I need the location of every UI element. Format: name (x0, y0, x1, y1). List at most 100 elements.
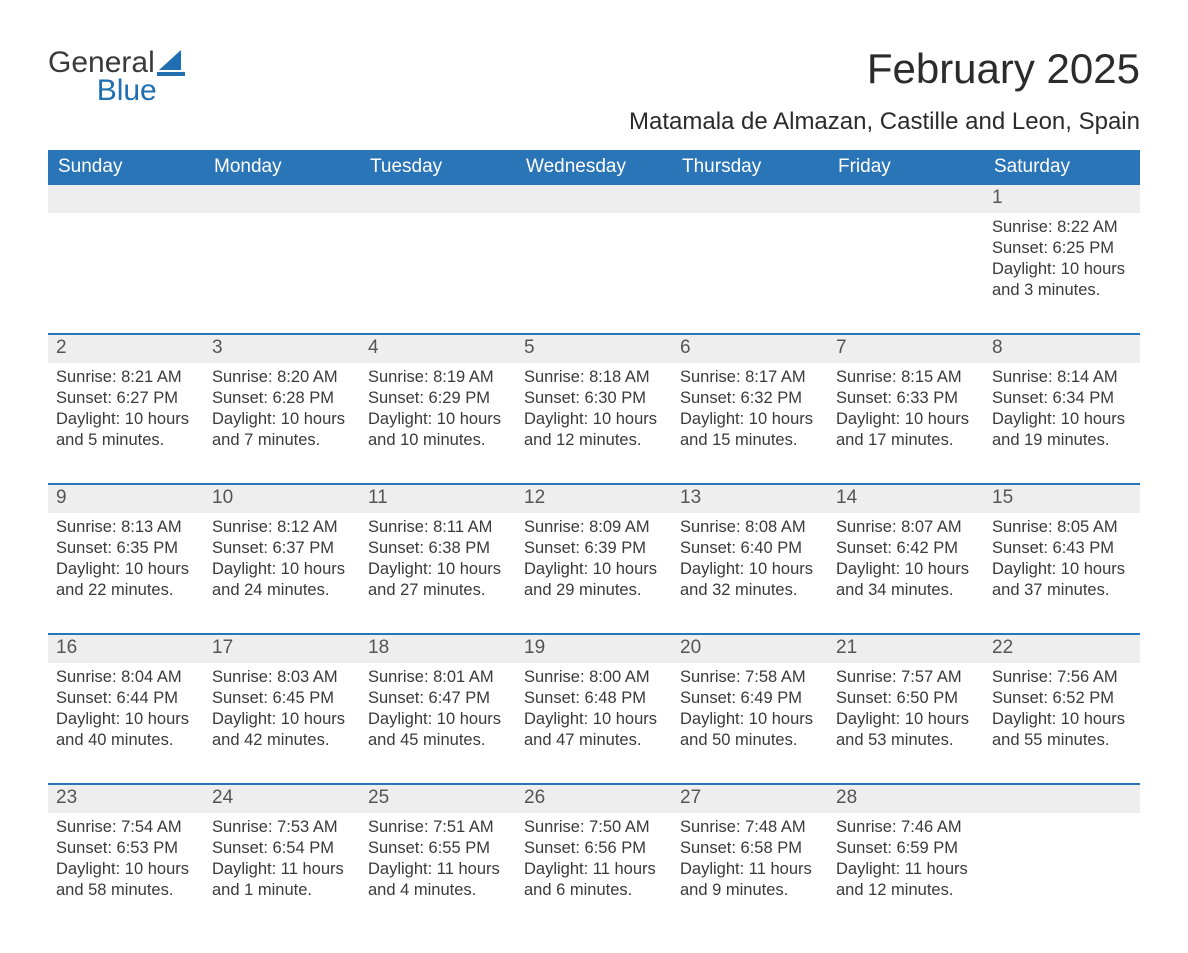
day-cell: 18Sunrise: 8:01 AMSunset: 6:47 PMDayligh… (360, 635, 516, 763)
day-cell (360, 185, 516, 313)
day-number: 13 (672, 485, 828, 513)
sunrise-text: Sunrise: 7:50 AM (524, 817, 664, 838)
sunset-text: Sunset: 6:59 PM (836, 838, 976, 859)
day-number: 27 (672, 785, 828, 813)
daylight-text: Daylight: 10 hours and 29 minutes. (524, 559, 664, 601)
sunset-text: Sunset: 6:50 PM (836, 688, 976, 709)
week-spacer (48, 613, 1140, 633)
day-cell: 12Sunrise: 8:09 AMSunset: 6:39 PMDayligh… (516, 485, 672, 613)
day-body: Sunrise: 8:18 AMSunset: 6:30 PMDaylight:… (516, 363, 672, 457)
sunrise-text: Sunrise: 8:07 AM (836, 517, 976, 538)
sunrise-text: Sunrise: 8:08 AM (680, 517, 820, 538)
sunrise-text: Sunrise: 7:51 AM (368, 817, 508, 838)
sunset-text: Sunset: 6:47 PM (368, 688, 508, 709)
daylight-text: Daylight: 10 hours and 40 minutes. (56, 709, 196, 751)
day-cell: 27Sunrise: 7:48 AMSunset: 6:58 PMDayligh… (672, 785, 828, 913)
day-cell: 17Sunrise: 8:03 AMSunset: 6:45 PMDayligh… (204, 635, 360, 763)
sunrise-text: Sunrise: 8:13 AM (56, 517, 196, 538)
sunset-text: Sunset: 6:38 PM (368, 538, 508, 559)
day-body: Sunrise: 8:08 AMSunset: 6:40 PMDaylight:… (672, 513, 828, 607)
day-number: 11 (360, 485, 516, 513)
sunset-text: Sunset: 6:33 PM (836, 388, 976, 409)
daylight-text: Daylight: 10 hours and 10 minutes. (368, 409, 508, 451)
sunrise-text: Sunrise: 8:22 AM (992, 217, 1132, 238)
sunrise-text: Sunrise: 7:58 AM (680, 667, 820, 688)
logo-text: General Blue (48, 48, 155, 106)
daylight-text: Daylight: 10 hours and 5 minutes. (56, 409, 196, 451)
day-number: 24 (204, 785, 360, 813)
weekday-header-row: Sunday Monday Tuesday Wednesday Thursday… (48, 150, 1140, 185)
day-body: Sunrise: 8:21 AMSunset: 6:27 PMDaylight:… (48, 363, 204, 457)
day-number: 2 (48, 335, 204, 363)
sunset-text: Sunset: 6:27 PM (56, 388, 196, 409)
daylight-text: Daylight: 10 hours and 50 minutes. (680, 709, 820, 751)
sunset-text: Sunset: 6:35 PM (56, 538, 196, 559)
day-cell: 14Sunrise: 8:07 AMSunset: 6:42 PMDayligh… (828, 485, 984, 613)
empty-day-strip (984, 785, 1140, 813)
day-body: Sunrise: 8:14 AMSunset: 6:34 PMDaylight:… (984, 363, 1140, 457)
day-cell: 20Sunrise: 7:58 AMSunset: 6:49 PMDayligh… (672, 635, 828, 763)
week-spacer (48, 763, 1140, 783)
day-cell: 26Sunrise: 7:50 AMSunset: 6:56 PMDayligh… (516, 785, 672, 913)
day-body: Sunrise: 8:19 AMSunset: 6:29 PMDaylight:… (360, 363, 516, 457)
week-spacer (48, 463, 1140, 483)
daylight-text: Daylight: 11 hours and 9 minutes. (680, 859, 820, 901)
daylight-text: Daylight: 11 hours and 1 minute. (212, 859, 352, 901)
sunrise-text: Sunrise: 8:15 AM (836, 367, 976, 388)
day-cell: 2Sunrise: 8:21 AMSunset: 6:27 PMDaylight… (48, 335, 204, 463)
sunset-text: Sunset: 6:44 PM (56, 688, 196, 709)
day-body: Sunrise: 8:12 AMSunset: 6:37 PMDaylight:… (204, 513, 360, 607)
weekday-header: Sunday (48, 150, 204, 185)
sunrise-text: Sunrise: 8:21 AM (56, 367, 196, 388)
sunset-text: Sunset: 6:56 PM (524, 838, 664, 859)
day-number: 3 (204, 335, 360, 363)
sunset-text: Sunset: 6:53 PM (56, 838, 196, 859)
sunrise-text: Sunrise: 8:00 AM (524, 667, 664, 688)
sunrise-text: Sunrise: 8:09 AM (524, 517, 664, 538)
empty-day-strip (48, 185, 204, 213)
day-body: Sunrise: 8:20 AMSunset: 6:28 PMDaylight:… (204, 363, 360, 457)
day-number: 15 (984, 485, 1140, 513)
day-cell: 4Sunrise: 8:19 AMSunset: 6:29 PMDaylight… (360, 335, 516, 463)
daylight-text: Daylight: 10 hours and 37 minutes. (992, 559, 1132, 601)
day-body: Sunrise: 8:07 AMSunset: 6:42 PMDaylight:… (828, 513, 984, 607)
day-cell: 5Sunrise: 8:18 AMSunset: 6:30 PMDaylight… (516, 335, 672, 463)
day-number: 23 (48, 785, 204, 813)
day-number: 1 (984, 185, 1140, 213)
day-number: 9 (48, 485, 204, 513)
day-number: 7 (828, 335, 984, 363)
day-number: 12 (516, 485, 672, 513)
day-cell: 7Sunrise: 8:15 AMSunset: 6:33 PMDaylight… (828, 335, 984, 463)
sunrise-text: Sunrise: 8:12 AM (212, 517, 352, 538)
day-body: Sunrise: 7:54 AMSunset: 6:53 PMDaylight:… (48, 813, 204, 907)
daylight-text: Daylight: 10 hours and 34 minutes. (836, 559, 976, 601)
sunrise-text: Sunrise: 7:54 AM (56, 817, 196, 838)
daylight-text: Daylight: 11 hours and 12 minutes. (836, 859, 976, 901)
day-body: Sunrise: 8:13 AMSunset: 6:35 PMDaylight:… (48, 513, 204, 607)
day-cell: 22Sunrise: 7:56 AMSunset: 6:52 PMDayligh… (984, 635, 1140, 763)
daylight-text: Daylight: 10 hours and 27 minutes. (368, 559, 508, 601)
day-cell: 28Sunrise: 7:46 AMSunset: 6:59 PMDayligh… (828, 785, 984, 913)
sunset-text: Sunset: 6:52 PM (992, 688, 1132, 709)
sunset-text: Sunset: 6:34 PM (992, 388, 1132, 409)
sunrise-text: Sunrise: 8:03 AM (212, 667, 352, 688)
calendar: Sunday Monday Tuesday Wednesday Thursday… (48, 150, 1140, 913)
day-number: 28 (828, 785, 984, 813)
day-body: Sunrise: 8:17 AMSunset: 6:32 PMDaylight:… (672, 363, 828, 457)
day-body: Sunrise: 8:05 AMSunset: 6:43 PMDaylight:… (984, 513, 1140, 607)
day-cell (984, 785, 1140, 913)
sunset-text: Sunset: 6:48 PM (524, 688, 664, 709)
weeks-container: 1 Sunrise: 8:22 AMSunset: 6:25 PM Daylight… (48, 185, 1140, 913)
sunrise-text: Sunrise: 8:19 AM (368, 367, 508, 388)
sunset-text: Sunset: 6:25 PM (992, 238, 1132, 259)
sunset-text: Sunset: 6:29 PM (368, 388, 508, 409)
sunset-text: Sunset: 6:55 PM (368, 838, 508, 859)
sunrise-text: Sunrise: 7:56 AM (992, 667, 1132, 688)
day-cell: 25Sunrise: 7:51 AMSunset: 6:55 PMDayligh… (360, 785, 516, 913)
sunset-text: Sunset: 6:28 PM (212, 388, 352, 409)
sunset-text: Sunset: 6:30 PM (524, 388, 664, 409)
day-body: Sunrise: 8:04 AMSunset: 6:44 PMDaylight:… (48, 663, 204, 757)
sunrise-text: Sunrise: 8:14 AM (992, 367, 1132, 388)
empty-day-strip (360, 185, 516, 213)
day-cell: 16Sunrise: 8:04 AMSunset: 6:44 PMDayligh… (48, 635, 204, 763)
